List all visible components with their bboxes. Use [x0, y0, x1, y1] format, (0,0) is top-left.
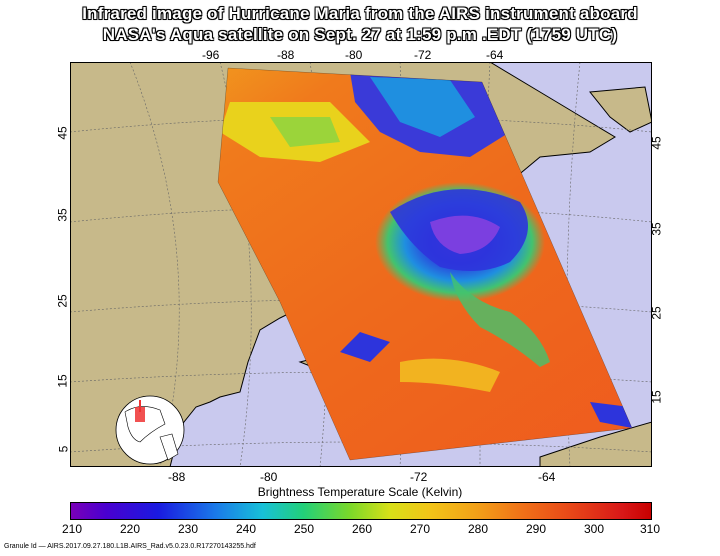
left-lat-label: 45	[55, 126, 70, 140]
bottom-lon-label: -88	[168, 470, 186, 484]
top-lon-label: -72	[414, 48, 432, 62]
top-lon-label: -80	[345, 48, 363, 62]
scale-tick-label: 240	[236, 522, 257, 536]
map-border	[70, 62, 652, 467]
scale-tick-label: 230	[178, 522, 199, 536]
scale-tick-label: 290	[526, 522, 547, 536]
swath-outline	[217, 67, 633, 461]
map-title-line1: Infrared image of Hurricane Maria from t…	[82, 4, 638, 23]
right-lat-label: 15	[649, 390, 664, 404]
scale-tick-label: 210	[62, 522, 83, 536]
right-lat-label: 35	[649, 222, 664, 236]
scale-tick-label: 220	[120, 522, 141, 536]
scale-tick-label: 280	[468, 522, 489, 536]
nova-scotia-land	[589, 86, 652, 133]
scale-tick-label: 310	[640, 522, 661, 536]
right-lat-label: 25	[649, 306, 664, 320]
right-lat-label: 45	[649, 136, 664, 150]
map-title-line2: NASA's Aqua satellite on Sept. 27 at 1:5…	[102, 25, 618, 44]
map-frame	[70, 62, 652, 467]
scale-title: Brightness Temperature Scale (Kelvin)	[257, 485, 463, 499]
south-america-land	[539, 421, 652, 467]
scale-tick-label: 260	[352, 522, 373, 536]
top-lon-label: -64	[486, 48, 504, 62]
bottom-lon-label: -64	[538, 470, 556, 484]
bottom-lon-label: -80	[260, 470, 278, 484]
scale-tick-label: 300	[584, 522, 605, 536]
scale-ticks: 210 220 230 240 250 260 270 280 290 300 …	[62, 520, 660, 538]
left-lat-label: 15	[55, 374, 70, 388]
inset-globe	[115, 395, 185, 465]
left-lat-label: 25	[55, 294, 70, 308]
left-lat-label: 5	[56, 445, 71, 453]
scale-tick-label: 270	[410, 522, 431, 536]
left-lat-label: 35	[55, 208, 70, 222]
bottom-lon-label: -72	[410, 470, 428, 484]
top-lon-label: -96	[202, 48, 220, 62]
color-scale-bar	[70, 502, 652, 520]
granule-id: Granule Id — AIRS.2017.09.27.180.L1B.AIR…	[4, 543, 256, 550]
scale-tick-label: 250	[294, 522, 315, 536]
top-lon-label: -88	[277, 48, 295, 62]
